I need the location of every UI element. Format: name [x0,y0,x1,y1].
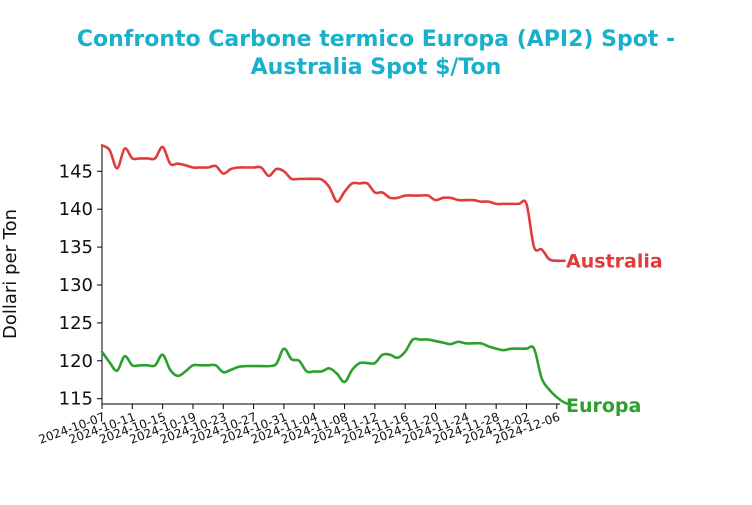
series-line-australia [100,144,566,263]
plot-lines [100,144,574,407]
y-tick-label: 115 [59,389,93,410]
y-tick-label: 140 [59,199,93,220]
chart-title: Confronto Carbone termico Europa (API2) … [0,26,752,82]
y-tick-label: 145 [59,161,93,182]
y-tick-label: 125 [59,313,93,334]
y-tick-label: 120 [59,351,93,372]
y-tick-label: 130 [59,275,93,296]
y-axis-label: Dollari per Ton [0,209,21,339]
series-label-europa: Europa [566,395,641,417]
series-label-australia: Australia [566,251,663,273]
series-labels: Australia Europa [566,251,663,417]
chart-title-line-2: Australia Spot $/Ton [250,55,502,80]
chart-axes: 1151201251301351401452024-10-072024-10-1… [37,144,562,447]
chart-title-line-1: Confronto Carbone termico Europa (API2) … [76,27,676,52]
y-tick-label: 135 [59,237,93,258]
series-line-europa [100,337,574,407]
